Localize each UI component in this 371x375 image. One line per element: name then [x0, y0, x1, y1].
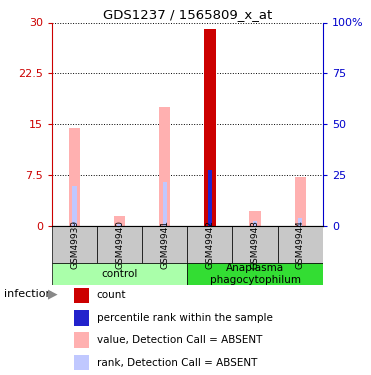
- Bar: [187, 263, 323, 285]
- Bar: [73, 333, 89, 348]
- Bar: [117, 224, 122, 226]
- Bar: [208, 170, 212, 226]
- Bar: [159, 107, 170, 226]
- Text: GSM49939: GSM49939: [70, 220, 79, 269]
- Bar: [187, 226, 233, 263]
- Text: rank, Detection Call = ABSENT: rank, Detection Call = ABSENT: [96, 358, 257, 368]
- Bar: [298, 218, 302, 226]
- Bar: [73, 288, 89, 303]
- Text: GSM49941: GSM49941: [160, 220, 169, 269]
- Text: GSM49943: GSM49943: [250, 220, 260, 269]
- Text: Anaplasma
phagocytophilum: Anaplasma phagocytophilum: [210, 263, 301, 285]
- Bar: [52, 263, 187, 285]
- Bar: [73, 355, 89, 370]
- Text: infection: infection: [4, 290, 52, 299]
- Bar: [204, 29, 216, 226]
- Bar: [249, 211, 261, 226]
- Bar: [278, 226, 323, 263]
- Text: percentile rank within the sample: percentile rank within the sample: [96, 313, 273, 323]
- Text: GSM49942: GSM49942: [206, 220, 214, 269]
- Text: value, Detection Call = ABSENT: value, Detection Call = ABSENT: [96, 335, 262, 345]
- Title: GDS1237 / 1565809_x_at: GDS1237 / 1565809_x_at: [103, 8, 272, 21]
- Text: control: control: [101, 269, 138, 279]
- Bar: [142, 226, 187, 263]
- Text: GSM49944: GSM49944: [296, 220, 305, 269]
- Bar: [114, 216, 125, 226]
- Bar: [295, 177, 306, 226]
- Bar: [52, 226, 97, 263]
- Bar: [233, 226, 278, 263]
- Text: count: count: [96, 290, 126, 300]
- Bar: [69, 128, 80, 226]
- Bar: [253, 221, 257, 226]
- Text: GSM49940: GSM49940: [115, 220, 124, 269]
- Bar: [72, 186, 77, 226]
- Bar: [97, 226, 142, 263]
- Text: ▶: ▶: [48, 288, 58, 301]
- Bar: [73, 310, 89, 326]
- Bar: [162, 182, 167, 226]
